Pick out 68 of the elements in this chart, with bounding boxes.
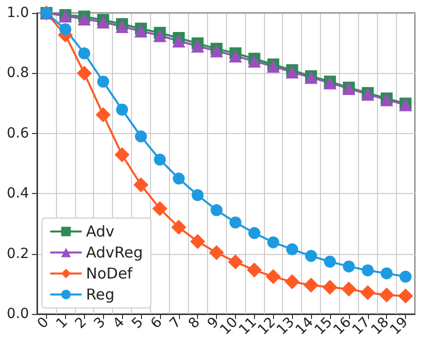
point	[152, 201, 168, 216]
point	[116, 104, 128, 116]
point	[266, 60, 280, 73]
y-tick-label: 1.0	[6, 5, 29, 21]
y-tick-label: 0.2	[6, 246, 29, 262]
legend-label: NoDef	[86, 264, 134, 282]
y-tick-label: 0.6	[6, 125, 30, 142]
x-tick-label: 4	[110, 314, 128, 332]
point	[284, 274, 300, 290]
point	[154, 154, 166, 166]
point	[266, 269, 281, 284]
point	[362, 264, 374, 276]
point	[172, 34, 186, 48]
point	[209, 245, 224, 260]
point	[286, 243, 298, 256]
point	[324, 256, 336, 268]
point	[172, 172, 185, 185]
point	[400, 270, 412, 283]
point	[304, 278, 319, 293]
point	[228, 50, 242, 63]
point	[342, 260, 355, 272]
point	[76, 66, 92, 81]
point	[114, 147, 130, 162]
x-tick-label: 5	[128, 314, 147, 332]
x-tick-label: 1	[53, 314, 72, 332]
point	[322, 280, 338, 295]
point	[116, 20, 129, 34]
point	[398, 288, 414, 304]
point	[96, 16, 110, 29]
point	[59, 23, 72, 36]
point	[248, 227, 260, 240]
y-tick-label: 0.0	[6, 306, 29, 322]
point	[380, 267, 393, 280]
legend-label: Reg	[86, 286, 114, 304]
legend-label: AdvReg	[86, 244, 143, 262]
point	[248, 54, 261, 68]
y-tick-label: 0.8	[6, 65, 29, 82]
point	[210, 204, 223, 216]
point	[341, 282, 356, 297]
point	[246, 262, 262, 278]
point	[96, 107, 111, 122]
point	[229, 216, 242, 228]
point	[133, 177, 148, 192]
x-tick-label: 0	[34, 314, 52, 332]
legend-label: Adv	[86, 222, 115, 240]
x-tick-label: 8	[186, 314, 204, 332]
point	[191, 40, 204, 53]
point	[134, 130, 147, 142]
point	[171, 220, 186, 235]
point	[267, 236, 280, 248]
point	[305, 250, 318, 262]
point	[379, 288, 394, 303]
point	[97, 76, 110, 88]
point	[192, 189, 204, 202]
x-tick-label: 2	[72, 314, 90, 332]
point	[190, 234, 206, 249]
point	[134, 24, 148, 38]
x-tick-label: 6	[148, 314, 166, 332]
point	[153, 29, 166, 42]
point	[78, 12, 91, 26]
point	[78, 47, 90, 60]
point	[360, 285, 376, 300]
point	[228, 254, 243, 270]
point	[210, 44, 224, 58]
x-tick-label: 7	[166, 314, 184, 332]
y-tick-label: 0.4	[6, 186, 30, 202]
x-tick-label: 3	[91, 314, 109, 332]
x-tick-label: 19	[387, 314, 412, 338]
